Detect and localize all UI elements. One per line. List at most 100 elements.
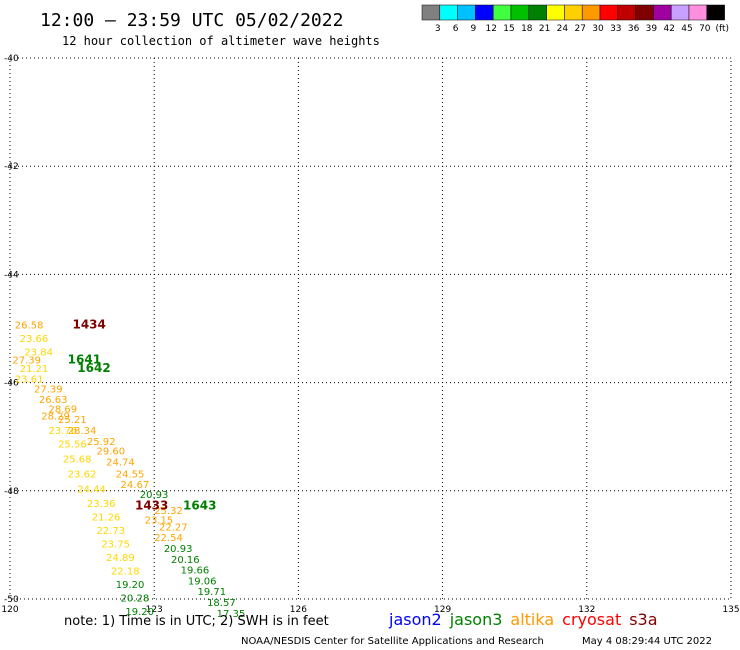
legend-swatch xyxy=(564,4,583,21)
wave-height-value: 23.61 xyxy=(15,375,44,386)
wave-height-value: 19.66 xyxy=(181,566,210,577)
lat-tick-label: -40 xyxy=(4,54,19,64)
wave-height-value: 23.62 xyxy=(68,469,97,480)
wave-height-value: 25.92 xyxy=(87,437,116,448)
legend-swatch xyxy=(670,4,690,21)
satellite-s3a: s3a xyxy=(629,610,657,629)
wave-height-value: 25.56 xyxy=(58,440,87,451)
legend-label: 21 xyxy=(539,24,550,34)
lat-tick-label: -46 xyxy=(4,379,19,389)
legend-label: 70 xyxy=(699,24,711,34)
lat-tick-label: -44 xyxy=(4,270,19,280)
satellite-legend: jason2 jason3 altika cryosat s3a xyxy=(388,610,658,629)
legend-label: 3 xyxy=(435,24,441,34)
legend-label: 12 xyxy=(485,24,496,34)
wave-height-value: 19.20 xyxy=(125,607,154,618)
wave-height-value: 26.63 xyxy=(39,395,68,406)
legend-swatch xyxy=(528,4,547,21)
wave-height-value: 21.26 xyxy=(92,513,121,524)
legend-label: 39 xyxy=(646,24,658,34)
wave-height-value: 24.44 xyxy=(77,484,106,495)
wave-height-value: 22.18 xyxy=(111,567,140,578)
wave-height-value: 27.39 xyxy=(34,384,63,395)
lon-tick-label: 123 xyxy=(146,605,163,615)
lon-tick-label: 120 xyxy=(1,605,18,615)
satellite-cryosat: cryosat xyxy=(562,610,621,629)
legend-swatch xyxy=(457,4,476,21)
wave-height-value: 23.76 xyxy=(48,426,77,437)
wave-height-value: 19.06 xyxy=(188,576,217,587)
wave-height-value: 27.39 xyxy=(12,356,41,367)
lon-tick-label: 132 xyxy=(578,605,595,615)
legend-label: 45 xyxy=(681,24,692,34)
satellite-altika: altika xyxy=(510,610,554,629)
lon-tick-label: 126 xyxy=(290,605,307,615)
legend-swatch xyxy=(599,4,619,21)
legend-label: 18 xyxy=(521,24,533,34)
wave-height-value: 20.16 xyxy=(171,555,200,566)
lon-tick-label: 135 xyxy=(722,605,739,615)
wave-height-value: 24.89 xyxy=(106,553,135,564)
lon-tick-label: 129 xyxy=(434,605,451,615)
legend-swatch xyxy=(653,4,672,21)
legend-swatch xyxy=(510,4,530,21)
legend-swatch xyxy=(635,4,654,21)
legend-swatch xyxy=(421,4,441,21)
wave-height-value: 26.58 xyxy=(15,321,44,332)
wave-height-value: 28.34 xyxy=(68,426,97,437)
legend-label: 36 xyxy=(628,24,640,34)
wave-height-value: 22.27 xyxy=(159,522,188,533)
color-legend: 3 6 9 12 15 18 21 24 27 30 33 36 39 42 45 70 (ft) xyxy=(421,4,729,34)
legend-swatch xyxy=(617,4,636,21)
wave-height-value: 23.15 xyxy=(145,515,174,526)
legend-swatch xyxy=(492,4,512,21)
lat-tick-label: -42 xyxy=(4,162,19,172)
wave-height-value: 24.74 xyxy=(106,457,135,468)
legend-unit: (ft) xyxy=(715,24,729,34)
lat-tick-label: -48 xyxy=(4,487,19,497)
generated-timestamp: May 4 08:29:44 UTC 2022 xyxy=(582,636,712,647)
wave-height-value: 17.35 xyxy=(217,609,246,620)
wave-height-value: 23.84 xyxy=(24,348,53,359)
legend-label: 24 xyxy=(557,24,569,34)
legend-label: 6 xyxy=(453,24,459,34)
pass-time-label: 1641 xyxy=(68,353,101,367)
legend-swatch xyxy=(581,4,601,21)
pass-time-label: 1434 xyxy=(72,318,105,332)
pass-time-label: 1642 xyxy=(77,361,110,375)
wave-height-value: 23.66 xyxy=(20,334,49,345)
wave-height-value: 22.54 xyxy=(154,533,183,544)
footnote: note: 1) Time is in UTC; 2) SWH is in fe… xyxy=(64,614,329,629)
page-title: 12:00 — 23:59 UTC 05/02/2022 xyxy=(40,10,343,31)
legend-swatch xyxy=(475,4,494,21)
satellite-jason2: jason2 xyxy=(388,610,442,629)
wave-height-value: 20.28 xyxy=(121,594,150,605)
wave-height-value: 28.29 xyxy=(41,411,70,422)
wave-height-values: 26.5823.6623.8427.3921.2123.6127.3926.63… xyxy=(12,321,245,620)
pass-time-label: 1433 xyxy=(135,499,168,513)
wave-height-value: 22.73 xyxy=(97,526,126,537)
credit-line: NOAA/NESDIS Center for Satellite Applica… xyxy=(241,636,544,647)
wave-height-value: 25.21 xyxy=(58,415,87,426)
wave-height-value: 20.93 xyxy=(140,490,169,501)
wave-height-value: 18.57 xyxy=(207,598,236,609)
wave-height-value: 19.20 xyxy=(116,580,145,591)
satellite-jason3: jason3 xyxy=(449,610,503,629)
legend-label: 33 xyxy=(610,24,621,34)
graticule xyxy=(10,58,731,599)
legend-label: 27 xyxy=(574,24,585,34)
wave-height-value: 19.71 xyxy=(197,587,226,598)
pass-time-label: 1643 xyxy=(183,499,216,513)
legend-swatch xyxy=(546,4,565,21)
legend-label: 15 xyxy=(503,24,514,34)
wave-height-value: 25.32 xyxy=(154,506,183,517)
wave-height-value: 24.55 xyxy=(116,469,145,480)
page-subtitle: 12 hour collection of altimeter wave hei… xyxy=(62,34,380,48)
wave-height-value: 23.36 xyxy=(87,499,116,510)
wave-height-value: 21.21 xyxy=(20,364,49,375)
legend-swatch xyxy=(706,4,725,21)
legend-label: 9 xyxy=(471,24,477,34)
wave-height-value: 28.69 xyxy=(48,404,77,415)
wave-height-value: 25.68 xyxy=(63,455,92,466)
